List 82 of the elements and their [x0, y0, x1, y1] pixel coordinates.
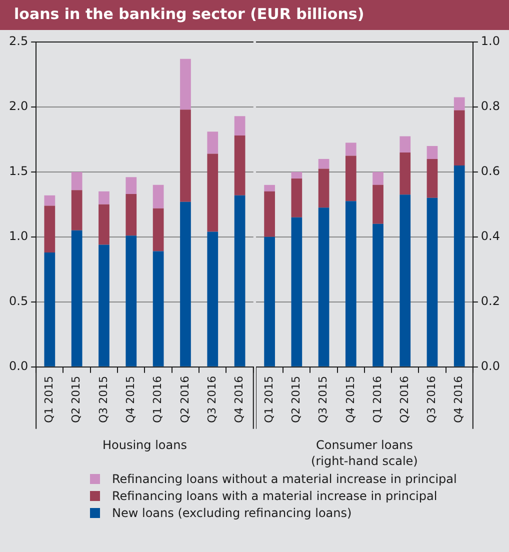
- bar: [454, 165, 465, 366]
- bar: [98, 204, 110, 245]
- bar: [207, 132, 218, 154]
- x-tick-label: Q1 2016: [151, 376, 164, 424]
- bar: [126, 194, 137, 236]
- bar: [400, 194, 411, 366]
- y2-tick-label: 0.0: [480, 358, 500, 373]
- bar: [126, 236, 137, 366]
- bar: [71, 230, 82, 366]
- bar: [152, 251, 164, 366]
- x-tick-label: Q4 2015: [124, 376, 138, 424]
- bar: [71, 172, 82, 190]
- bar: [234, 195, 246, 366]
- bar: [180, 58, 191, 110]
- x-tick-label: Q4 2015: [344, 376, 357, 424]
- bar: [264, 236, 275, 366]
- x-tick-label: Q2 2015: [290, 376, 303, 424]
- bar: [426, 158, 438, 198]
- bar: [454, 97, 465, 110]
- x-tick-label: Q3 2015: [316, 376, 330, 424]
- bar: [318, 168, 330, 208]
- bar: [152, 184, 164, 208]
- bar: [318, 158, 330, 169]
- bar: [207, 232, 218, 366]
- bar: [426, 198, 438, 366]
- y-tick-label: 1.0: [8, 229, 28, 244]
- text: Consumer loans (right-hand scale): [311, 438, 418, 468]
- y2-tick-label: 0.8: [480, 99, 500, 114]
- bar: [372, 172, 384, 185]
- x-tick-label: Q2 2016: [398, 376, 411, 424]
- y-tick-label: 0.5: [8, 294, 28, 308]
- x-tick-label: Q3 2016: [205, 376, 218, 424]
- y2-tick-label: 0.6: [480, 164, 500, 178]
- bar: [44, 195, 56, 206]
- bar: [454, 110, 465, 166]
- bar: [44, 252, 56, 366]
- bar: [291, 178, 302, 218]
- bar: [234, 136, 246, 196]
- bar: [71, 190, 82, 230]
- y-tick-label: 2.5: [8, 34, 28, 48]
- x-tick-label: Q2 2015: [70, 376, 83, 424]
- bar: [264, 184, 275, 192]
- y2-tick-label: 1.0: [480, 34, 500, 48]
- text: Housing loans: [102, 438, 187, 452]
- x-tick-label: Q1 2016: [370, 376, 384, 424]
- bar: [291, 217, 302, 366]
- x-tick-label: Q1 2015: [262, 376, 276, 424]
- legend-label: Refinancing loans without a material increase in principal: [112, 472, 457, 486]
- bar: [152, 208, 164, 252]
- bar: [318, 208, 330, 366]
- bar: [345, 201, 356, 366]
- bar: [426, 146, 438, 159]
- bar: [372, 224, 384, 366]
- bar: [98, 244, 110, 366]
- x-tick-label: Q2 2016: [178, 376, 192, 424]
- y-tick-label: 2.0: [8, 99, 28, 114]
- y-tick-label: 1.5: [8, 164, 28, 178]
- bar: [400, 152, 411, 195]
- legend-label: New loans (excluding refinancing loans): [112, 506, 352, 520]
- bar: [345, 156, 356, 202]
- bar: [372, 184, 384, 224]
- bar: [264, 191, 275, 237]
- bar: [98, 191, 110, 204]
- y2-tick-label: 0.4: [480, 229, 500, 244]
- bar: [234, 116, 246, 136]
- x-tick-label: Q4 2016: [232, 376, 246, 424]
- bar: [400, 136, 411, 152]
- bar: [291, 172, 302, 178]
- bar: [207, 154, 218, 232]
- x-tick-label: Q3 2015: [96, 376, 110, 424]
- bar: [44, 206, 56, 253]
- x-tick-label: Q4 2016: [452, 376, 466, 424]
- y-tick-label: 0.0: [8, 358, 28, 373]
- bar: [180, 202, 191, 366]
- bar: [180, 110, 191, 202]
- x-tick-label: Q3 2016: [425, 376, 438, 424]
- legend-label: Refinancing loans with a material increase in principal: [112, 489, 438, 503]
- bar: [345, 142, 356, 156]
- chart-title: loans in the banking sector (EUR billions): [0, 0, 509, 30]
- x-tick-label: Q1 2015: [42, 376, 56, 424]
- bar: [126, 177, 137, 194]
- y2-tick-label: 0.2: [480, 294, 500, 308]
